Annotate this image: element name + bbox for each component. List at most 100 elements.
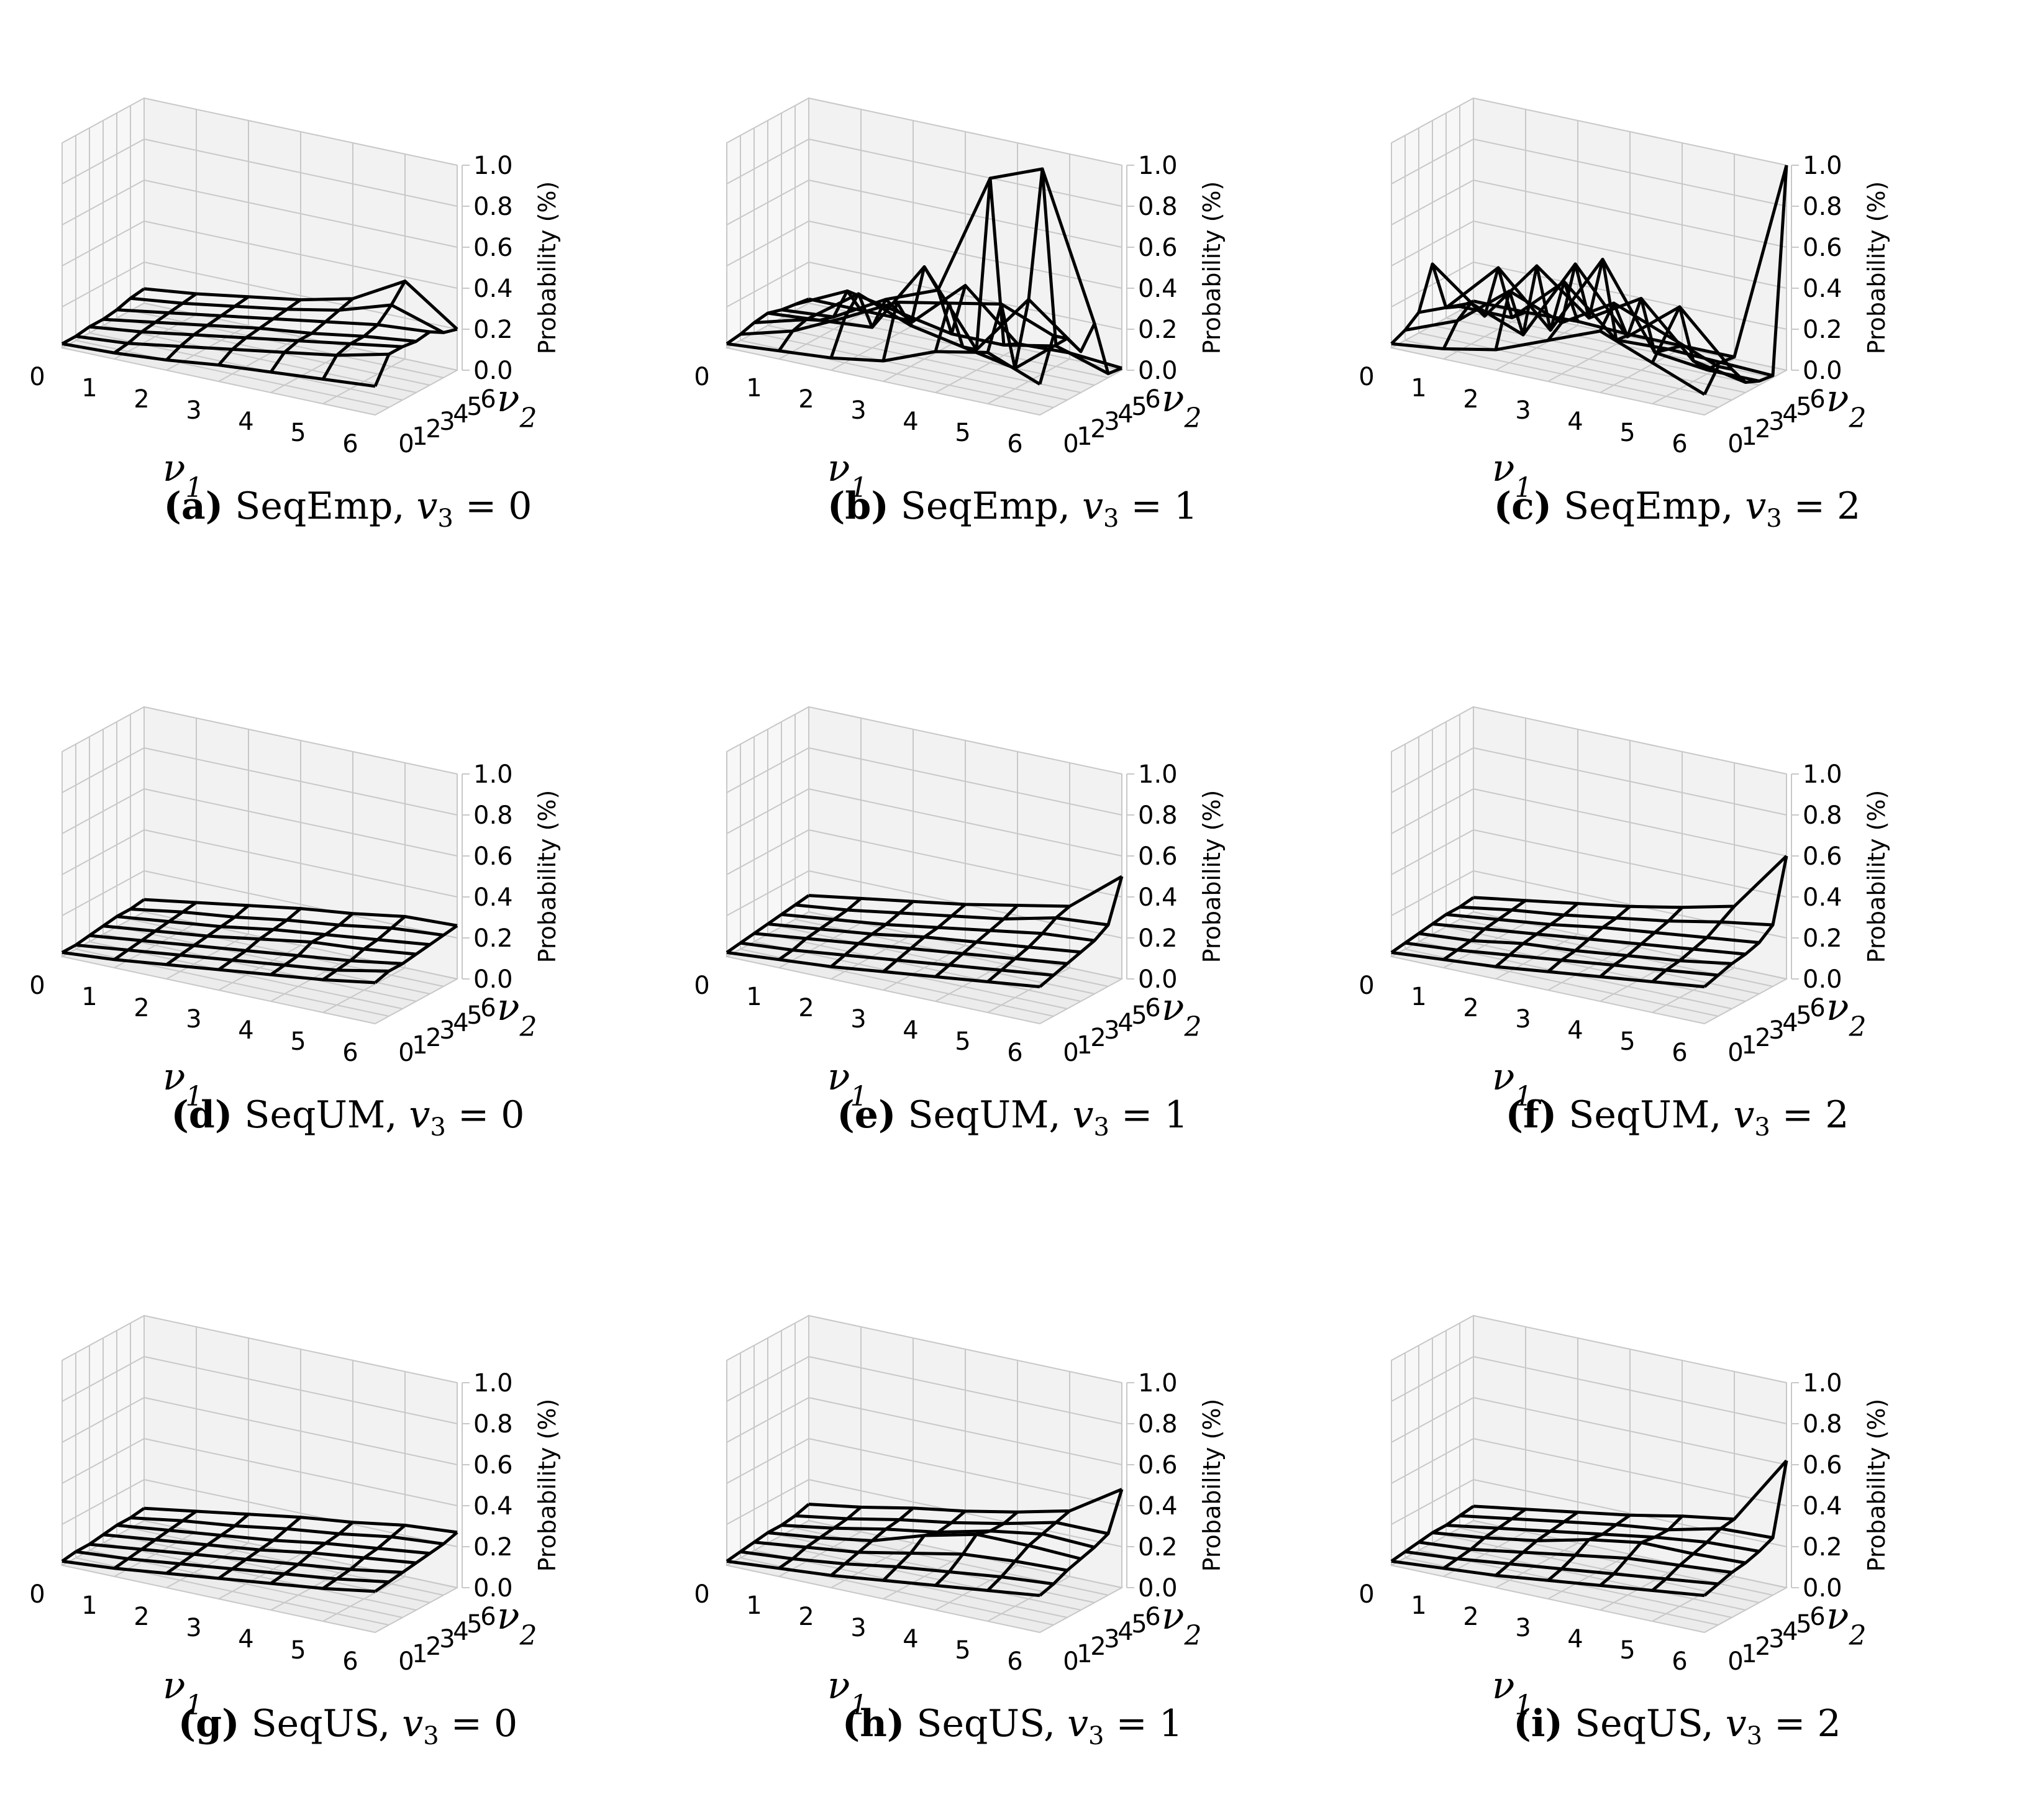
x-tick-label: 5 — [290, 419, 306, 447]
caption-variable-sub: 3 — [1093, 1113, 1109, 1142]
surface-line-v2-5 — [130, 1516, 444, 1545]
surface-line-v2-6 — [143, 1506, 458, 1534]
surface-line-v2-1 — [75, 334, 389, 357]
x-tick-label: 2 — [134, 994, 149, 1022]
grid-floor-y — [102, 934, 417, 1002]
surface-line-v2-4 — [1445, 1524, 1760, 1553]
z-tick-label: 1.0 — [1138, 760, 1178, 789]
caption-letter: (e) — [837, 1093, 896, 1137]
caption-method: SeqUM, — [896, 1093, 1073, 1137]
surface-line-v2-4 — [781, 167, 1096, 324]
y-tick-label: 1 — [1741, 1640, 1757, 1668]
y-tick-label: 4 — [1782, 1618, 1798, 1646]
panel-caption: (g) SeqUS, v3 = 0 — [19, 1702, 677, 1750]
y-tick-label: 1 — [1076, 422, 1092, 451]
z-tick-label: 0.6 — [473, 234, 513, 262]
grid-floor-y — [1391, 956, 1705, 1024]
y-tick-label: 0 — [1063, 1039, 1078, 1067]
grid-floor-y — [116, 926, 430, 994]
z-tick-label: 0.6 — [1803, 1451, 1842, 1480]
y-tick-label: 6 — [1809, 385, 1825, 414]
y-tick-label: 3 — [1768, 1625, 1784, 1654]
x-tick-label: 6 — [1007, 1647, 1022, 1676]
y-axis-label: ν2 — [1162, 377, 1201, 434]
x-tick-label: 1 — [746, 983, 762, 1011]
surface-line-v2-0 — [61, 1559, 376, 1593]
x-tick-label: 1 — [81, 1591, 97, 1620]
x-tick-label: 3 — [850, 1005, 866, 1034]
caption-value: = 0 — [453, 485, 532, 528]
y-axis-label: ν2 — [1826, 986, 1866, 1043]
y-tick-label: 5 — [1796, 1001, 1811, 1030]
z-tick-label: 0.8 — [473, 801, 513, 830]
x-tick-label: 0 — [29, 1580, 45, 1609]
z-tick-label: 0.8 — [1803, 801, 1842, 830]
surface-line-v2-3 — [1431, 263, 1746, 384]
caption-method: SeqUS, — [239, 1702, 403, 1745]
z-tick-label: 0.8 — [473, 193, 513, 221]
y-tick-label: 5 — [467, 1001, 482, 1030]
z-tick-label: 1.0 — [1803, 1369, 1842, 1398]
z-tick-label: 0.4 — [473, 275, 513, 303]
grid-floor-y — [61, 347, 376, 416]
z-tick-label: 1.0 — [473, 1369, 513, 1398]
z-axis-label: Probability (%) — [534, 1399, 561, 1572]
y-tick-label: 5 — [1796, 393, 1811, 421]
panel-d: 0.0 0.2 0.4 0.6 0.8 1.0 Probability (%) 0 1 2 3 4 5 6… — [19, 634, 677, 1211]
x-tick-label: 5 — [955, 419, 970, 447]
surface-line-v2-3 — [767, 1531, 1081, 1560]
x-tick-label: 4 — [238, 1625, 253, 1654]
grid-floor-y — [61, 956, 376, 1024]
grid-floor-y — [1404, 340, 1719, 408]
grid-floor-y — [130, 310, 444, 378]
surface-line-v2-0 — [1391, 1559, 1705, 1598]
caption-variable: v — [1067, 1702, 1089, 1745]
x-tick-label: 3 — [850, 1614, 866, 1642]
panel-i: 0.0 0.2 0.4 0.6 0.8 1.0 Probability (%) 0 1 2 3 4 5 6… — [1348, 1242, 2006, 1820]
y-tick-label: 6 — [1145, 994, 1160, 1022]
y-tick-label: 6 — [480, 1603, 496, 1631]
panel-caption: (b) SeqEmp, v3 = 1 — [683, 485, 1342, 533]
z-tick-label: 0.0 — [1803, 965, 1842, 994]
x-tick-label: 0 — [694, 363, 709, 391]
x-tick-label: 4 — [238, 407, 253, 436]
z-tick-label: 0.8 — [1138, 193, 1178, 221]
panel-g: 0.0 0.2 0.4 0.6 0.8 1.0 Probability (%) 0 1 2 3 4 5 6… — [19, 1242, 677, 1820]
z-tick-label: 1.0 — [473, 152, 513, 180]
z-axis-label: Probability (%) — [1863, 790, 1890, 963]
surface-line-v2-5 — [794, 903, 1109, 927]
z-tick-label: 0.6 — [1138, 234, 1178, 262]
z-axis-label: Probability (%) — [534, 790, 561, 963]
y-tick-label: 4 — [453, 1009, 468, 1037]
x-tick-label: 3 — [1515, 396, 1531, 425]
z-axis-label: Probability (%) — [534, 181, 561, 355]
x-tick-label: 1 — [81, 983, 97, 1011]
x-tick-label: 4 — [1567, 1016, 1583, 1045]
y-tick-label: 6 — [1145, 385, 1160, 414]
y-axis-label: ν2 — [1162, 986, 1201, 1043]
surface-line-v2-2 — [89, 934, 403, 965]
panel-a: 0.0 0.2 0.4 0.6 0.8 1.0 Probability (%) 0 1 2 3 4 5 6… — [19, 25, 677, 603]
surface-line-v2-3 — [102, 924, 417, 956]
y-tick-label: 0 — [398, 1039, 414, 1067]
caption-value: = 2 — [1782, 485, 1861, 528]
surface-line-v2-0 — [61, 342, 376, 388]
grid-floor-y — [1445, 317, 1760, 386]
surface-line-v2-4 — [781, 912, 1095, 942]
x-tick-label: 3 — [1515, 1614, 1531, 1642]
caption-letter: (f) — [1505, 1093, 1557, 1137]
y-tick-label: 6 — [1809, 994, 1825, 1022]
y-tick-label: 1 — [1076, 1640, 1092, 1668]
z-tick-label: 0.8 — [1803, 1410, 1842, 1439]
x-tick-label: 3 — [186, 396, 201, 425]
y-tick-label: 2 — [1090, 1632, 1106, 1661]
surface-line-v2-3 — [767, 922, 1081, 954]
z-tick-label: 0.2 — [1803, 924, 1842, 953]
surface-line-v2-4 — [116, 915, 430, 947]
z-tick-label: 0.4 — [1138, 883, 1178, 912]
y-tick-label: 1 — [1741, 1031, 1757, 1060]
x-tick-label: 0 — [1359, 971, 1374, 1000]
z-tick-label: 0.4 — [473, 883, 513, 912]
